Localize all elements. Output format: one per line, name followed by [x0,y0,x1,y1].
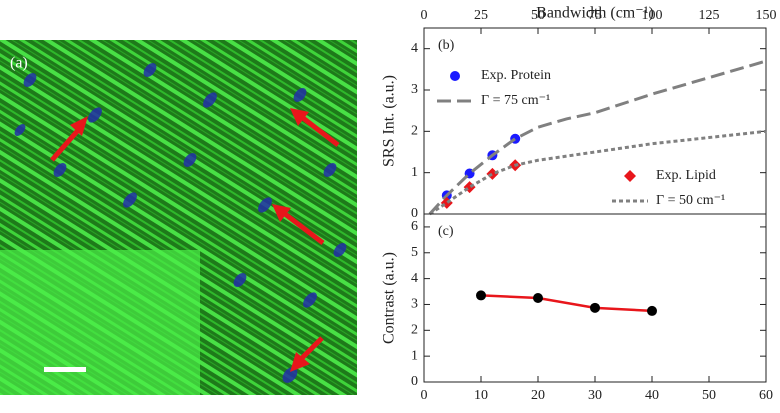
x-tick-label: 20 [531,388,545,403]
series-line [428,59,767,216]
x2-tick-label: 0 [421,8,428,23]
marker [590,302,600,313]
marker [476,290,486,301]
y-axis-label: SRS Int. (a.u.) [381,75,398,167]
y-tick-label: 3 [411,297,418,312]
y-tick-label: 0 [411,206,418,221]
y-tick-label: 3 [411,82,418,97]
legend-label: Exp. Protein [481,68,551,83]
y-tick-label: 5 [411,245,418,260]
plot-frame [423,213,767,383]
x-tick-label: 50 [702,388,716,403]
plot-frame [423,27,767,215]
series-line [428,129,767,216]
y-axis-label: Contrast (a.u.) [381,252,398,344]
x2-tick-label: 50 [531,8,545,23]
x-tick-label: 10 [474,388,488,403]
x2-axis-label: Bandwidth (cm⁻¹) [536,5,654,22]
x-tick-label: 0 [421,388,428,403]
x2-tick-label: 75 [588,8,602,23]
marker [533,293,543,303]
micrograph: (a) [0,40,357,395]
y-tick-label: 1 [411,165,418,180]
marker [647,305,657,316]
legend-label: Γ = 50 cm⁻¹ [656,193,725,208]
x-tick-label: 40 [645,388,659,403]
marker [450,71,460,81]
x-tick-label: 60 [759,388,773,403]
x2-tick-label: 100 [642,8,663,23]
x2-tick-label: 125 [699,8,720,23]
y-tick-label: 4 [411,271,418,286]
marker [624,170,636,182]
x-tick-label: 30 [588,388,602,403]
y-tick-label: 4 [411,41,418,56]
panel-label: (c) [438,224,454,239]
x2-tick-label: 25 [474,8,488,23]
legend-label: Γ = 75 cm⁻¹ [481,93,550,108]
y-tick-label: 6 [411,219,418,234]
series-line [480,294,653,313]
y-tick-label: 0 [411,374,418,389]
y-tick-label: 2 [411,124,418,139]
legend-label: Exp. Lipid [656,168,716,183]
y-tick-label: 2 [411,323,418,338]
panel-label: (b) [438,38,455,53]
panel-label: (a) [10,55,28,72]
y-tick-label: 1 [411,348,418,363]
x2-tick-label: 150 [756,8,777,23]
